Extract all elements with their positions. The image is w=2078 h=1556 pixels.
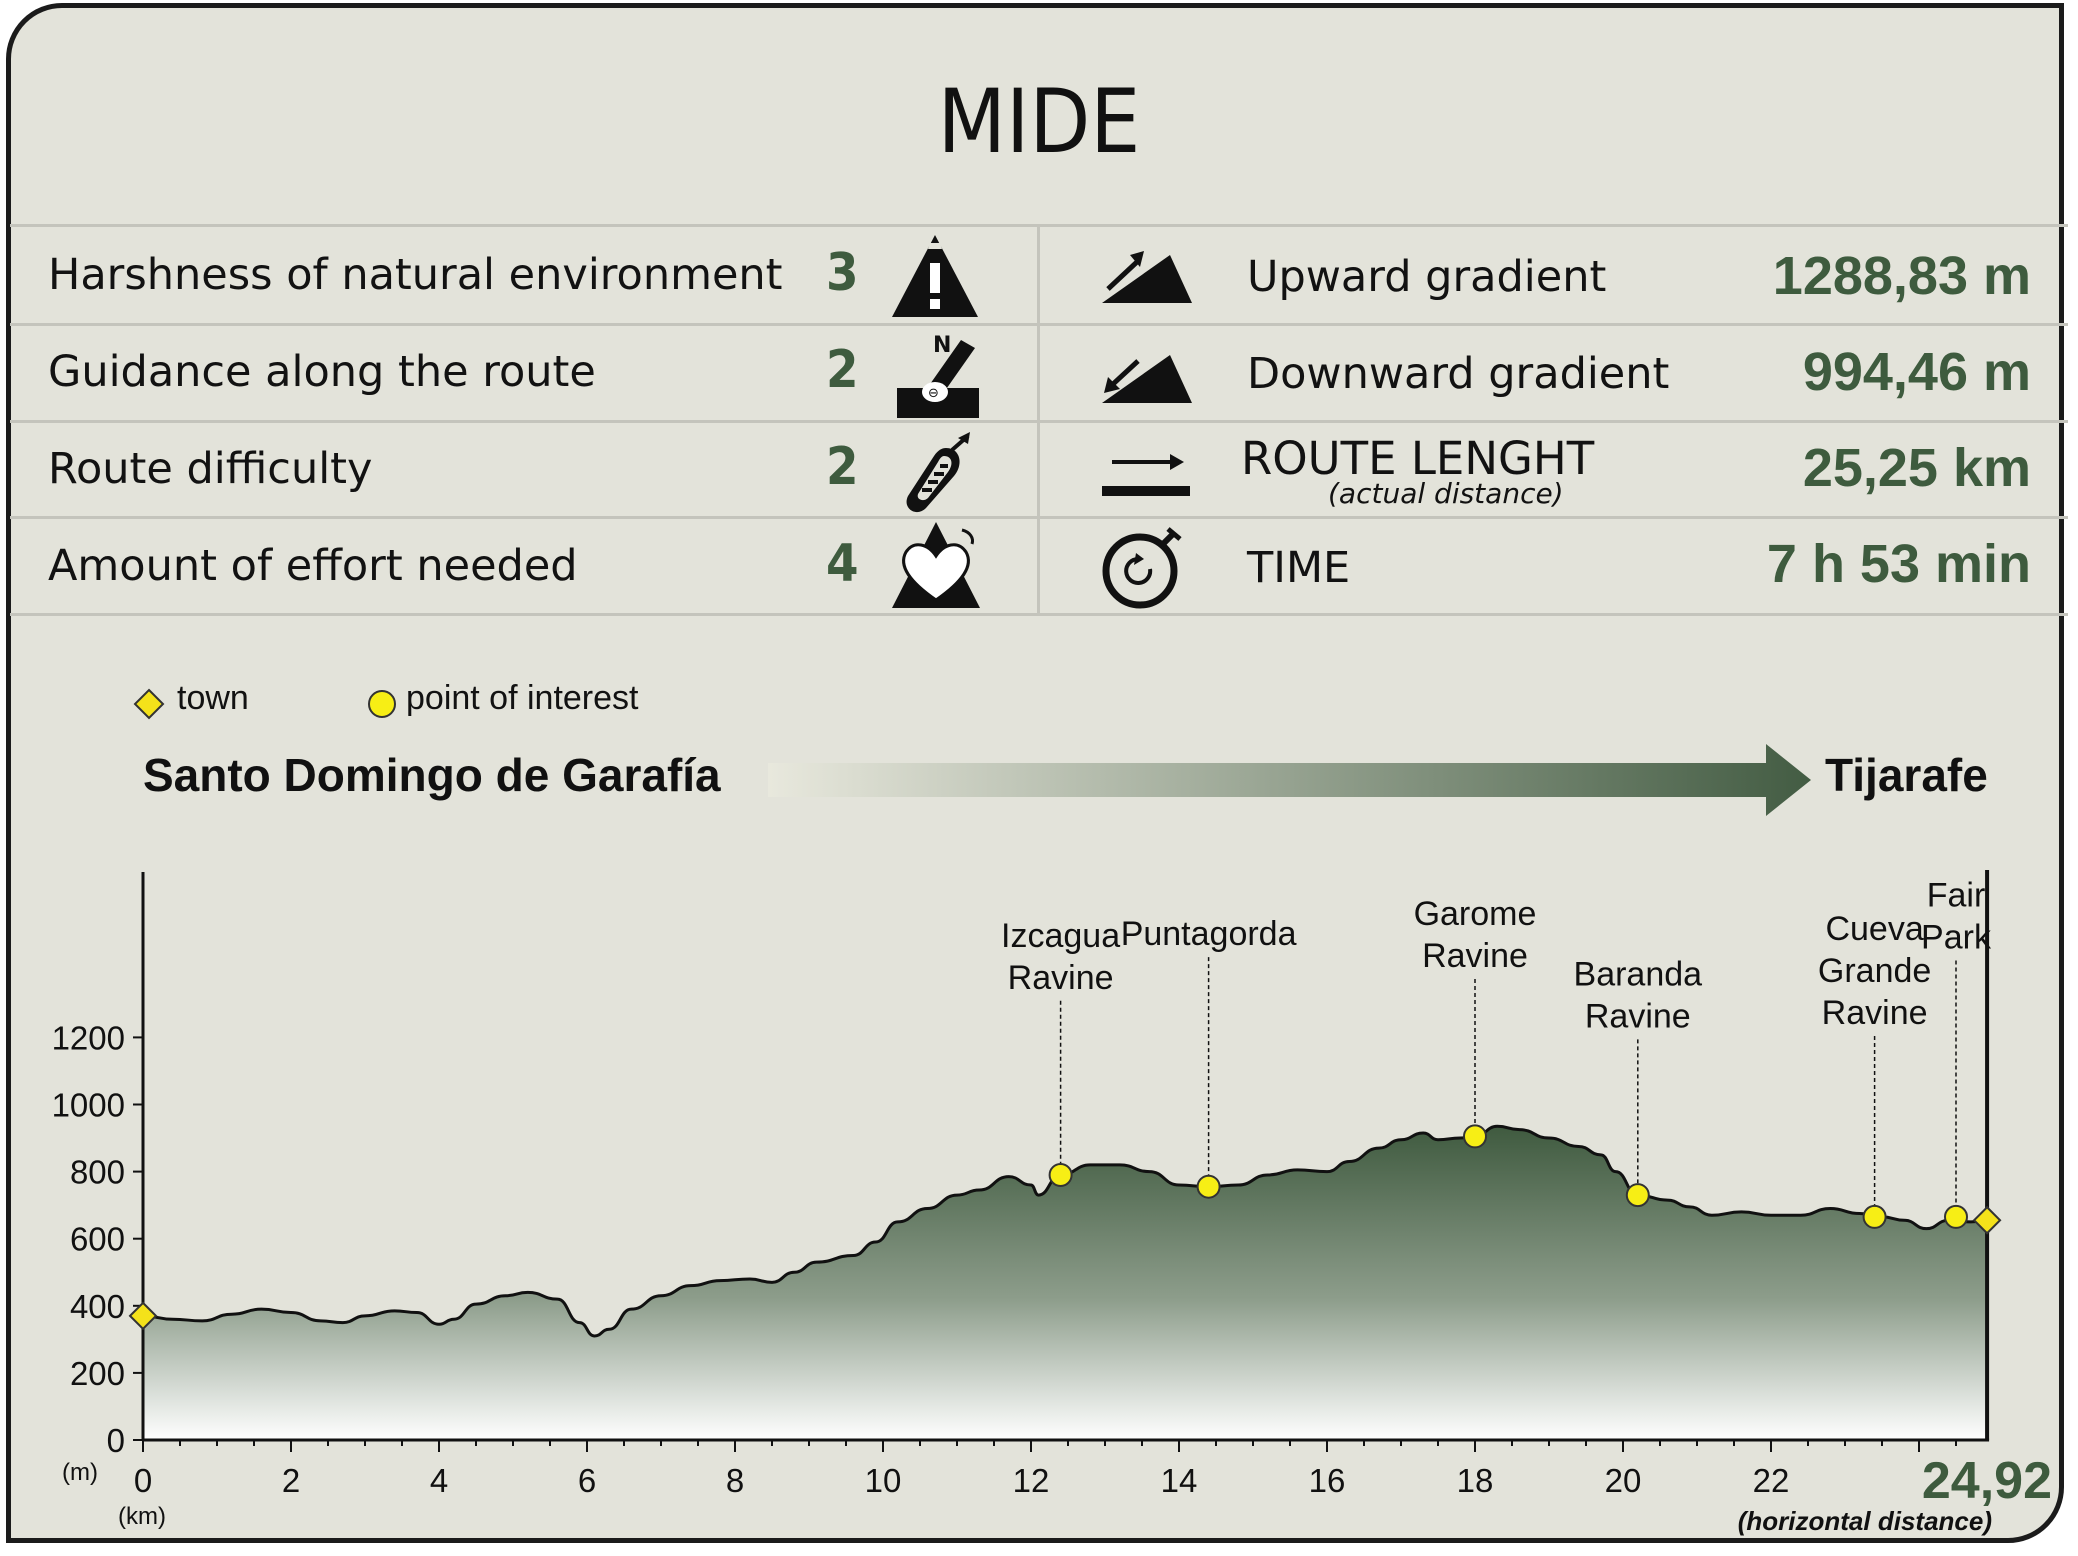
page-title: MIDE: [937, 70, 1141, 173]
poi-label: Ravine: [1008, 959, 1114, 997]
poi-label: Baranda: [1574, 955, 1703, 993]
stat-label-upward: Upward gradient: [1247, 252, 1607, 302]
poi-marker: [1862, 1204, 1887, 1229]
route-end: Tijarafe: [1825, 749, 1988, 801]
mide-label-effort: Amount of effort needed: [48, 541, 578, 591]
stat-value-upward: 1288,83 m: [1772, 246, 2031, 306]
x-tick-label: 8: [726, 1462, 744, 1499]
poi-label: Puntagorda: [1121, 915, 1297, 953]
y-tick-label: 400: [70, 1288, 125, 1325]
poi-label: Grande: [1818, 952, 1931, 990]
poi-marker: [1625, 1183, 1650, 1208]
poi-label: Ravine: [1422, 937, 1528, 975]
stat-label-time: TIME: [1247, 543, 1351, 593]
x-end-label: 24,92: [1922, 1452, 2052, 1510]
route-start: Santo Domingo de Garafía: [143, 749, 721, 801]
svg-text:⊖: ⊖: [928, 386, 939, 401]
poi-marker: [1463, 1124, 1487, 1149]
poi-marker: [1048, 1162, 1073, 1187]
poi-label: Ravine: [1585, 997, 1691, 1035]
stat-label-downward: Downward gradient: [1247, 349, 1670, 399]
x-tick-label: 12: [1013, 1462, 1050, 1499]
route-direction-arrow: [768, 744, 1811, 816]
x-tick-label: 22: [1753, 1462, 1790, 1499]
x-end-note: (horizontal distance): [1738, 1506, 1992, 1536]
mide-value-effort: 4: [826, 534, 859, 594]
svg-text:N: N: [933, 333, 951, 358]
poi-legend-marker: [368, 690, 396, 718]
table-divider: [10, 224, 2068, 227]
table-column-divider: [1037, 227, 1040, 614]
town-marker: [128, 1301, 158, 1331]
y-tick-label: 200: [70, 1355, 125, 1392]
poi-label: Park: [1921, 918, 1992, 956]
y-tick-label: 1000: [52, 1087, 125, 1124]
x-tick-label: 20: [1605, 1462, 1642, 1499]
x-tick-label: 0: [134, 1462, 152, 1499]
stat-value-downward: 994,46 m: [1802, 342, 2031, 402]
poi-label: Ravine: [1822, 994, 1928, 1032]
stat-label-length: ROUTE LENGHT: [1241, 432, 1595, 485]
mide-value-guidance: 2: [826, 340, 859, 400]
x-tick-label: 18: [1457, 1462, 1494, 1499]
y-tick-label: 0: [107, 1422, 125, 1459]
compass-map-icon: N ⊖: [897, 333, 979, 418]
x-tick-label: 16: [1309, 1462, 1346, 1499]
y-tick-label: 800: [70, 1154, 125, 1191]
downhill-icon: [1102, 355, 1192, 403]
legend-town-label: town: [177, 679, 249, 717]
town-legend-marker: [133, 688, 165, 720]
poi-label: Fair: [1927, 876, 1986, 914]
x-unit-label: (km): [118, 1503, 166, 1530]
poi-marker: [1196, 1174, 1221, 1199]
mide-value-harshness: 3: [826, 243, 859, 303]
y-unit-label: (m): [62, 1459, 98, 1486]
warning-triangle-icon: [892, 235, 978, 317]
x-tick-label: 6: [578, 1462, 596, 1499]
route-length-icon: [1102, 454, 1190, 496]
town-marker: [1972, 1205, 2002, 1235]
poi-label: Cueva: [1825, 910, 1923, 948]
y-tick-label: 1200: [52, 1019, 125, 1056]
poi-label: Izcagua: [1001, 917, 1120, 955]
poi-marker: [1944, 1204, 1968, 1229]
uphill-icon: [1102, 251, 1192, 303]
x-tick-label: 10: [865, 1462, 902, 1499]
x-tick-label: 14: [1161, 1462, 1198, 1499]
elevation-area: [143, 1126, 1988, 1440]
table-divider: [10, 613, 2068, 616]
x-tick-label: 2: [282, 1462, 300, 1499]
mide-label-harshness: Harshness of natural environment: [48, 250, 783, 300]
stat-value-length: 25,25 km: [1802, 438, 2031, 498]
footprint-icon: [906, 432, 970, 513]
poi-label: Garome: [1414, 895, 1537, 933]
stat-sublabel-length: (actual distance): [1328, 477, 1564, 510]
heart-mountain-icon: [892, 522, 980, 608]
stopwatch-icon: [1102, 527, 1182, 609]
mide-label-difficulty: Route difficulty: [48, 444, 373, 494]
legend-poi-label: point of interest: [406, 679, 639, 717]
x-tick-label: 4: [430, 1462, 448, 1499]
y-tick-label: 600: [70, 1221, 125, 1258]
stat-value-time: 7 h 53 min: [1766, 534, 2031, 594]
mide-value-difficulty: 2: [826, 437, 859, 497]
mide-label-guidance: Guidance along the route: [48, 347, 596, 397]
